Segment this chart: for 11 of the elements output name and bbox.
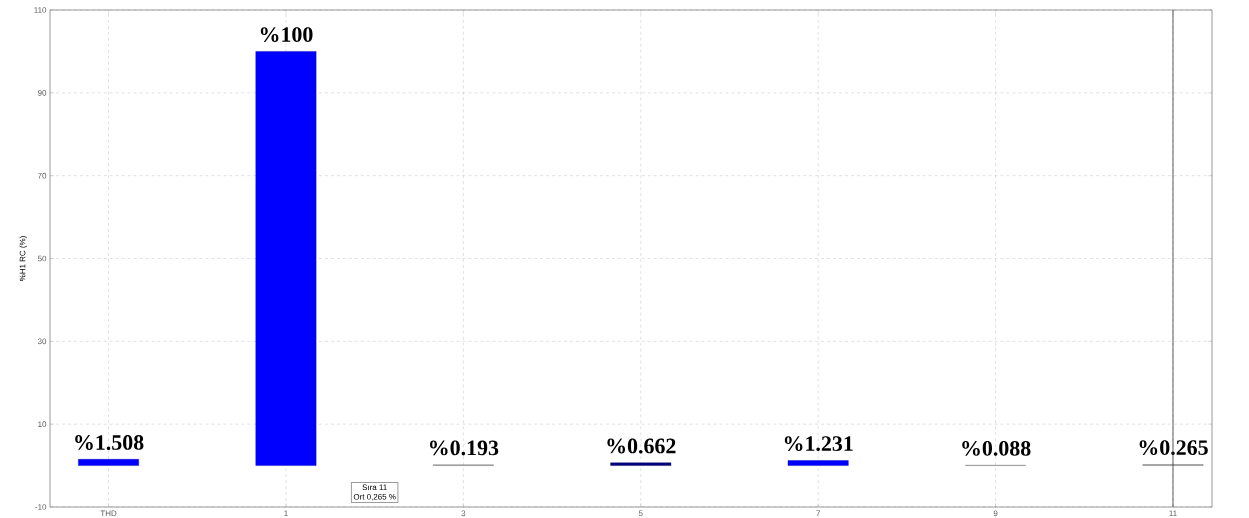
data-label: %0.088 (962, 440, 1031, 456)
data-label: %0.193 (429, 440, 499, 456)
data-label: %0.265 (1139, 440, 1208, 456)
bar (78, 459, 139, 466)
data-label: %1.508 (75, 435, 144, 450)
data-label: %0.662 (607, 438, 676, 454)
data-label: %1.231 (784, 436, 853, 452)
bar (787, 460, 849, 466)
data-label: %100 (260, 27, 313, 42)
bar (610, 462, 672, 466)
bar (255, 51, 317, 466)
